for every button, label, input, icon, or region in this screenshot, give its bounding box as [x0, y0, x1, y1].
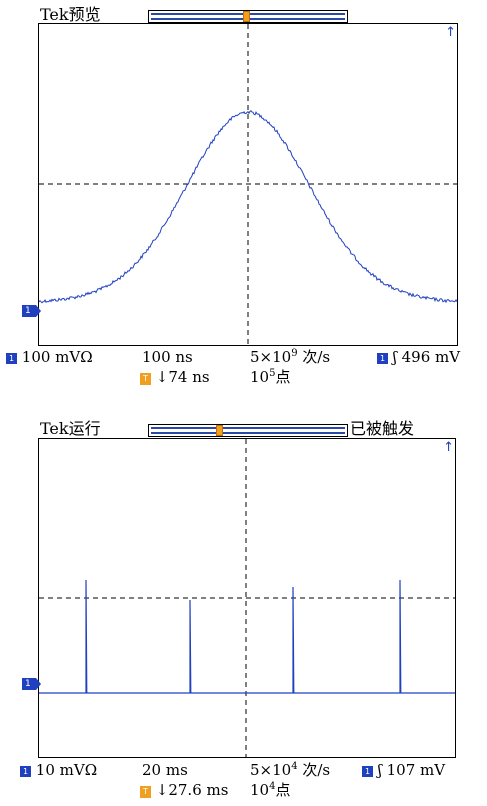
ch1-scale: 100 mVΩ [21, 348, 93, 366]
ch1-scale: 10 mVΩ [35, 761, 98, 779]
sample-rate-base: 5×10 [250, 761, 292, 779]
ch1-waveform-trace [39, 110, 457, 304]
trigger-level-readout: 1 ʃ 496 mV [377, 349, 460, 366]
sample-rate-exp: 4 [291, 761, 298, 772]
memory-band [151, 427, 345, 434]
status-left: Tek预览 [40, 5, 101, 24]
waveform-display: ↑ [38, 438, 456, 758]
waveform-display: ↑ [38, 23, 458, 346]
trigger-badge: T [140, 786, 151, 798]
trigger-source-badge: 1 [377, 353, 388, 364]
trigger-level: 107 mV [386, 761, 446, 779]
time-scale: 100 ns [142, 348, 193, 366]
status-right: 已被触发 [350, 419, 415, 438]
record-length-base: 10 [250, 781, 270, 799]
ch1-ground-marker[interactable]: 1 [22, 305, 41, 317]
record-length-exp: 5 [269, 368, 276, 379]
sample-rate-exp: 9 [291, 348, 298, 359]
trigger-level-up-arrow-icon: ↑ [445, 25, 456, 40]
trigger-position: ↓27.6 ms [155, 781, 229, 799]
record-length-exp: 4 [269, 781, 276, 792]
ch1-scale-readout: 1 10 mVΩ [20, 762, 97, 779]
record-length: 104点 [250, 782, 290, 799]
ch1-badge: 1 [6, 353, 17, 364]
record-memory-bar[interactable] [148, 424, 348, 437]
waveform-canvas [39, 439, 455, 757]
trigger-level-readout: 1 ʃ 107 mV [362, 762, 445, 779]
trigger-position-readout: T ↓27.6 ms [140, 782, 228, 799]
rising-edge-icon: ʃ [392, 348, 397, 366]
trigger-source-badge: 1 [362, 766, 373, 777]
trigger-level-up-arrow-icon: ↑ [443, 440, 454, 455]
ch1-ground-marker[interactable]: 1 [22, 678, 41, 690]
time-scale: 20 ms [142, 761, 188, 779]
ch1-waveform-trace [39, 579, 455, 694]
trigger-level: 496 mV [401, 348, 461, 366]
sample-rate-unit: 次/s [297, 761, 331, 779]
trigger-position-readout: T ↓74 ns [140, 369, 210, 386]
rising-edge-icon: ʃ [377, 761, 382, 779]
sample-rate-unit: 次/s [297, 348, 331, 366]
ch1-scale-readout: 1 100 mVΩ [6, 349, 93, 366]
sample-rate: 5×109 次/s [250, 349, 330, 366]
sample-rate: 5×104 次/s [250, 762, 330, 779]
record-length: 105点 [250, 369, 290, 386]
record-memory-bar[interactable] [148, 10, 348, 23]
trigger-badge: T [140, 373, 151, 385]
record-length-unit: 点 [275, 781, 291, 799]
memory-trigger-marker [243, 11, 250, 22]
memory-trigger-marker [216, 425, 223, 436]
status-left: Tek运行 [40, 419, 101, 438]
sample-rate-base: 5×10 [250, 348, 292, 366]
ch1-badge: 1 [20, 766, 31, 777]
record-length-base: 10 [250, 368, 270, 386]
trigger-position: ↓74 ns [155, 368, 210, 386]
record-length-unit: 点 [275, 368, 291, 386]
waveform-canvas [39, 24, 457, 345]
